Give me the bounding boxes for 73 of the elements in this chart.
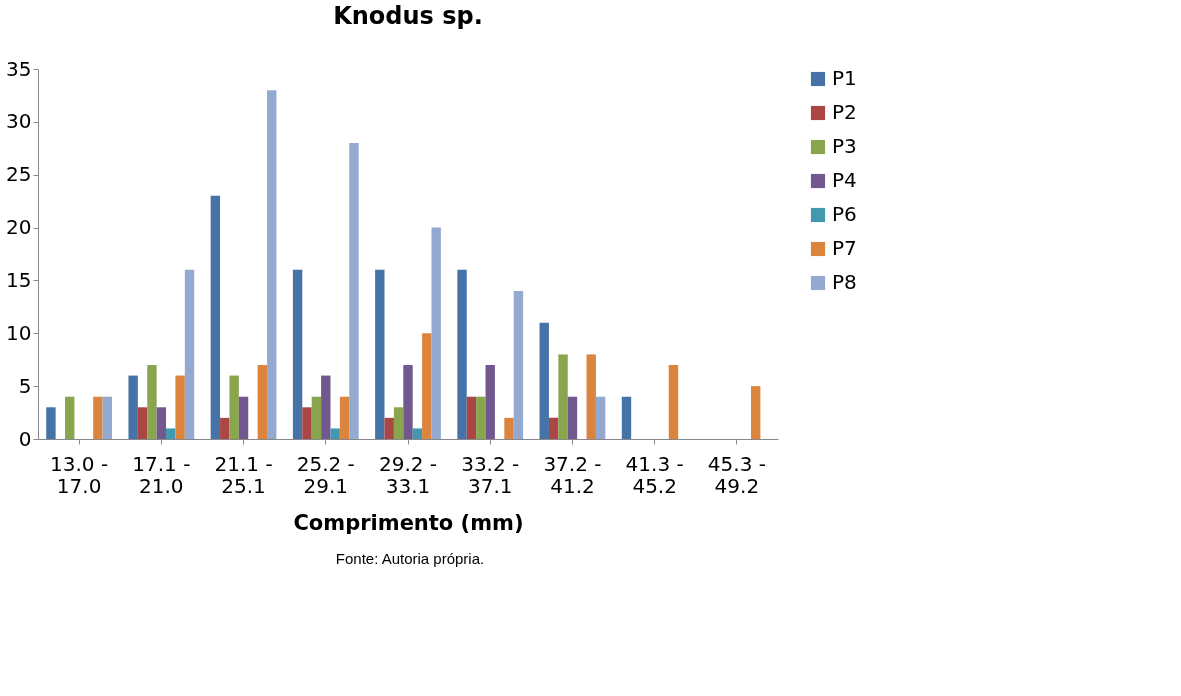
bar bbox=[513, 291, 524, 439]
chart-title: Knodus sp. bbox=[333, 2, 483, 30]
bar bbox=[46, 407, 56, 439]
y-tick-label: 0 bbox=[18, 426, 32, 451]
y-tick-label: 20 bbox=[6, 215, 32, 240]
x-tick-label: 45.3 - 49.2 bbox=[707, 451, 766, 498]
bar bbox=[668, 365, 679, 439]
legend-label: P3 bbox=[832, 134, 857, 158]
bar bbox=[128, 375, 138, 439]
bar bbox=[156, 407, 167, 439]
bar bbox=[339, 396, 350, 439]
bar bbox=[147, 365, 157, 439]
bar bbox=[210, 195, 221, 439]
bar bbox=[375, 269, 385, 439]
legend-label: P4 bbox=[832, 168, 857, 192]
bar bbox=[229, 375, 239, 439]
y-tick-label: 5 bbox=[18, 373, 32, 398]
y-tick-label: 25 bbox=[6, 162, 32, 187]
bar bbox=[65, 396, 75, 439]
bar bbox=[466, 396, 477, 439]
x-tick-label: 37.2 - 41.2 bbox=[543, 451, 602, 498]
bar bbox=[330, 428, 340, 439]
legend-label: P2 bbox=[832, 100, 857, 124]
x-tick-label: 29.2 - 33.1 bbox=[378, 451, 438, 498]
bar bbox=[175, 375, 185, 439]
legend-label: P7 bbox=[832, 236, 857, 260]
bar bbox=[750, 386, 761, 439]
y-tick-label: 10 bbox=[6, 320, 32, 345]
legend-label: P6 bbox=[832, 202, 857, 226]
y-tick-label: 30 bbox=[6, 109, 32, 134]
bar bbox=[539, 322, 549, 439]
bar bbox=[485, 365, 495, 439]
x-tick-label: 41.3 - 45.2 bbox=[625, 451, 684, 498]
bar bbox=[504, 417, 514, 439]
bar bbox=[558, 354, 568, 439]
x-tick-label: 21.1 - 25.1 bbox=[214, 451, 273, 498]
bar bbox=[621, 396, 632, 439]
legend-label: P8 bbox=[832, 270, 857, 294]
bar bbox=[257, 365, 268, 439]
x-tick-label: 17.1 - 21.0 bbox=[132, 451, 191, 498]
bar bbox=[166, 428, 176, 439]
bar bbox=[393, 407, 404, 439]
x-tick-label: 33.2 - 37.1 bbox=[461, 451, 520, 498]
y-tick-label: 15 bbox=[6, 267, 32, 292]
bar bbox=[93, 396, 103, 439]
bar bbox=[586, 354, 596, 439]
legend-label: P1 bbox=[832, 66, 857, 90]
bar bbox=[292, 269, 303, 439]
bar bbox=[412, 428, 423, 439]
bar bbox=[102, 396, 112, 439]
bar bbox=[384, 417, 394, 439]
bar bbox=[311, 396, 322, 439]
bar bbox=[137, 407, 148, 439]
bar bbox=[595, 396, 606, 439]
bar bbox=[403, 365, 413, 439]
bar bbox=[422, 333, 432, 439]
bar bbox=[184, 269, 195, 439]
x-tick-label: 25.2 - 29.1 bbox=[296, 451, 355, 498]
bar bbox=[567, 396, 578, 439]
x-axis-title: Comprimento (mm) bbox=[293, 510, 524, 535]
bar bbox=[431, 227, 441, 439]
bar bbox=[238, 396, 249, 439]
bar bbox=[302, 407, 312, 439]
source-note: Fonte: Autoria própria. bbox=[334, 550, 486, 567]
x-tick-label: 13.0 - 17.0 bbox=[50, 451, 109, 498]
bar bbox=[476, 396, 486, 439]
bar bbox=[267, 90, 277, 439]
bar bbox=[220, 417, 230, 439]
bar bbox=[548, 417, 559, 439]
y-tick-label: 35 bbox=[6, 56, 32, 81]
bar bbox=[349, 143, 359, 439]
bar bbox=[457, 269, 467, 439]
bar bbox=[321, 375, 331, 439]
